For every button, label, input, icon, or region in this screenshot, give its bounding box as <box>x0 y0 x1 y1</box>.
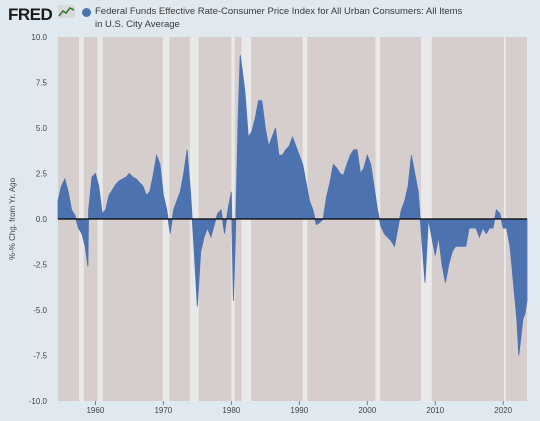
x-axis-ticks: 1960 1970 1980 1990 2000 2010 2020 <box>86 401 513 415</box>
y-axis-ticks: 10.0 7.5 5.0 2.5 0.0 -2.5 -5.0 -7.5 -10.0 <box>29 33 48 406</box>
y-tick-label: 5.0 <box>36 124 48 133</box>
legend-series-marker <box>82 8 91 17</box>
chart-header: FRED Federal Funds Effective Rate-Consum… <box>0 0 540 36</box>
x-tick-label: 2000 <box>358 406 376 415</box>
y-tick-label: 7.5 <box>36 79 48 88</box>
y-tick-label: -5.0 <box>33 306 47 315</box>
x-tick-label: 1990 <box>290 406 308 415</box>
x-tick-label: 1960 <box>86 406 104 415</box>
fred-logo-graph-icon <box>58 5 75 18</box>
legend-series-label-line1: Federal Funds Effective Rate-Consumer Pr… <box>95 6 463 17</box>
y-tick-label: 0.0 <box>36 215 48 224</box>
x-tick-label: 2010 <box>426 406 444 415</box>
x-tick-label: 1970 <box>154 406 172 415</box>
fred-logo[interactable]: FRED <box>8 5 53 24</box>
y-tick-label: 2.5 <box>36 170 48 179</box>
y-tick-label: 10.0 <box>31 33 47 42</box>
y-axis-title: %-% Chg. from Yr. Ago <box>8 177 17 260</box>
series-area <box>57 55 528 356</box>
y-tick-label: -7.5 <box>33 352 47 361</box>
y-tick-label: -10.0 <box>29 397 48 406</box>
legend-series-label-line2: in U.S. City Average <box>95 19 180 30</box>
y-tick-label: -2.5 <box>33 261 47 270</box>
x-tick-label: 1980 <box>222 406 240 415</box>
x-tick-label: 2020 <box>494 406 512 415</box>
